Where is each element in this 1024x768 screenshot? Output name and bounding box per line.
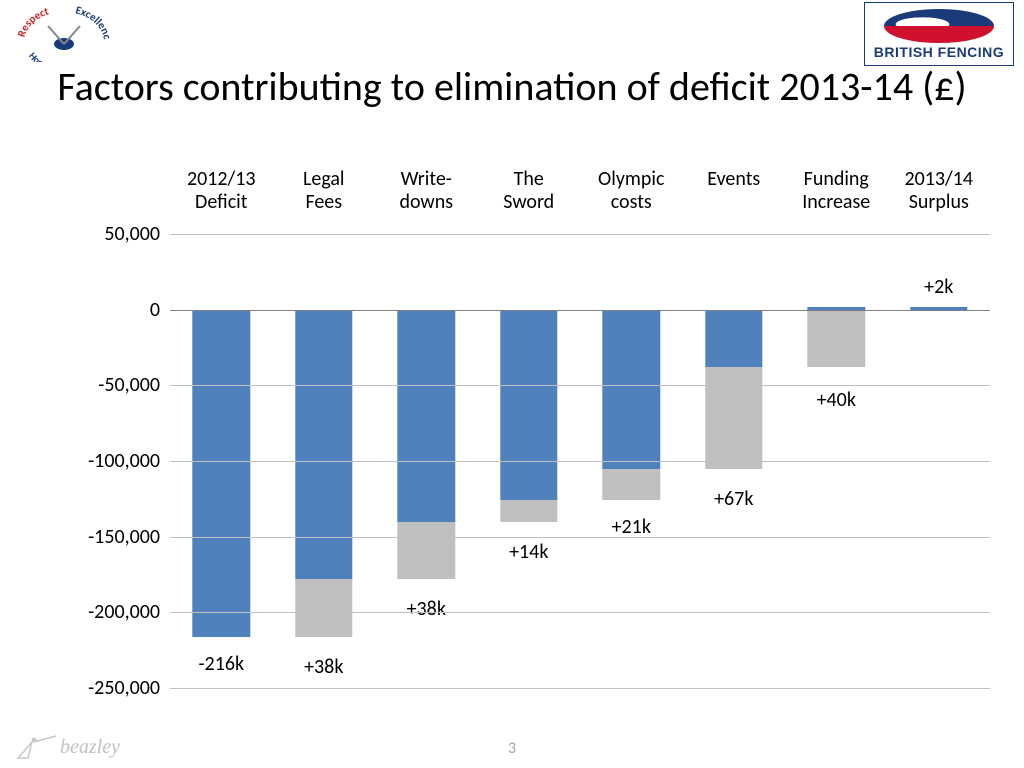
category-label: Events <box>683 168 786 214</box>
grid-line <box>170 537 990 538</box>
bar-value-label: -216k <box>198 652 244 676</box>
y-tick-label: 50,000 <box>60 222 160 246</box>
bar-value-label: +38k <box>407 597 446 621</box>
bar-segment <box>808 310 865 368</box>
category-label: FundingIncrease <box>785 168 888 214</box>
bar-segment <box>398 310 455 522</box>
svg-text:Honesty: Honesty <box>26 50 60 62</box>
grid-line <box>170 688 990 689</box>
sponsor-name: beazley <box>60 737 120 757</box>
plot-area: -216k+38k+38k+14k+21k+67k+40k+2k <box>170 234 990 688</box>
bar-value-label: +2k <box>924 275 953 299</box>
waterfall-chart: 2012/13DeficitLegalFeesWrite-downsTheSwo… <box>60 168 996 688</box>
bar-segment <box>705 310 762 368</box>
bar-segment <box>500 310 557 501</box>
bar-value-label: +67k <box>714 487 753 511</box>
y-tick-label: -50,000 <box>60 373 160 397</box>
y-tick-label: -250,000 <box>60 676 160 700</box>
page-title: Factors contributing to elimination of d… <box>0 64 1024 110</box>
y-tick-label: 0 <box>60 298 160 322</box>
bar-value-label: +40k <box>817 388 856 412</box>
british-fencing-logo: BRITISH FENCING <box>864 2 1014 66</box>
bar-segment <box>603 469 660 501</box>
grid-line <box>170 310 990 311</box>
grid-line <box>170 612 990 613</box>
category-label: 2012/13Deficit <box>170 168 273 214</box>
page-number: 3 <box>508 739 516 758</box>
grid-line <box>170 234 990 235</box>
category-label: TheSword <box>478 168 581 214</box>
y-tick-label: -200,000 <box>60 600 160 624</box>
bar-value-label: +38k <box>304 655 343 679</box>
bar-segment <box>705 367 762 468</box>
grid-line <box>170 385 990 386</box>
bar-value-label: +14k <box>509 540 548 564</box>
bar-segment <box>193 310 250 637</box>
category-label: 2013/14Surplus <box>888 168 991 214</box>
sponsor-logo: beazley <box>14 732 120 762</box>
grid-line <box>170 461 990 462</box>
category-label: LegalFees <box>273 168 376 214</box>
category-label: Olympiccosts <box>580 168 683 214</box>
y-tick-label: -150,000 <box>60 525 160 549</box>
bf-oval-icon <box>884 9 994 43</box>
bar-segment <box>295 310 352 579</box>
bar-segment <box>603 310 660 469</box>
category-label: Write-downs <box>375 168 478 214</box>
values-logo: Respect Excellence Honesty <box>14 6 114 62</box>
y-tick-label: -100,000 <box>60 449 160 473</box>
brand-name: BRITISH FENCING <box>874 45 1004 59</box>
bar-segment <box>500 500 557 521</box>
bar-segment <box>295 579 352 637</box>
category-labels: 2012/13DeficitLegalFeesWrite-downsTheSwo… <box>170 168 990 214</box>
bar-segment <box>398 522 455 580</box>
